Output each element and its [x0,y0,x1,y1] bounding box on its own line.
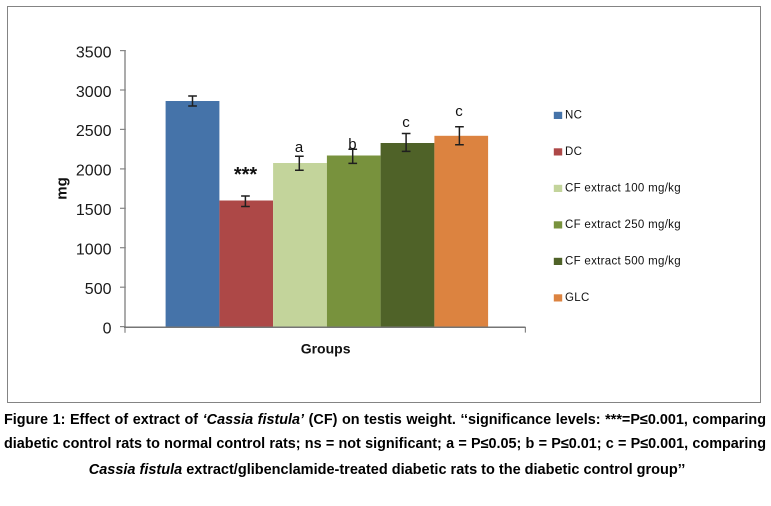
svg-text:CF extract 250 mg/kg: CF extract 250 mg/kg [565,219,681,231]
svg-text:mg: mg [54,177,71,200]
svg-text:DC: DC [565,146,582,158]
svg-text:3000: 3000 [76,84,112,101]
svg-text:CF extract 100 mg/kg: CF extract 100 mg/kg [565,183,681,195]
svg-text:500: 500 [85,281,112,298]
svg-text:a: a [295,139,304,156]
svg-text:NC: NC [565,110,582,122]
svg-text:CF extract 500 mg/kg: CF extract 500 mg/kg [565,256,681,268]
svg-text:Groups: Groups [301,341,351,357]
svg-text:2500: 2500 [76,123,112,140]
svg-text:b: b [348,136,356,153]
svg-text:3500: 3500 [76,44,112,61]
svg-text:c: c [455,103,463,120]
svg-text:***: *** [234,164,258,186]
svg-text:GLC: GLC [565,292,590,304]
svg-text:2000: 2000 [76,163,112,180]
svg-text:1500: 1500 [76,202,112,219]
svg-text:1000: 1000 [76,242,112,259]
svg-text:c: c [402,114,410,131]
svg-text:0: 0 [103,320,112,337]
